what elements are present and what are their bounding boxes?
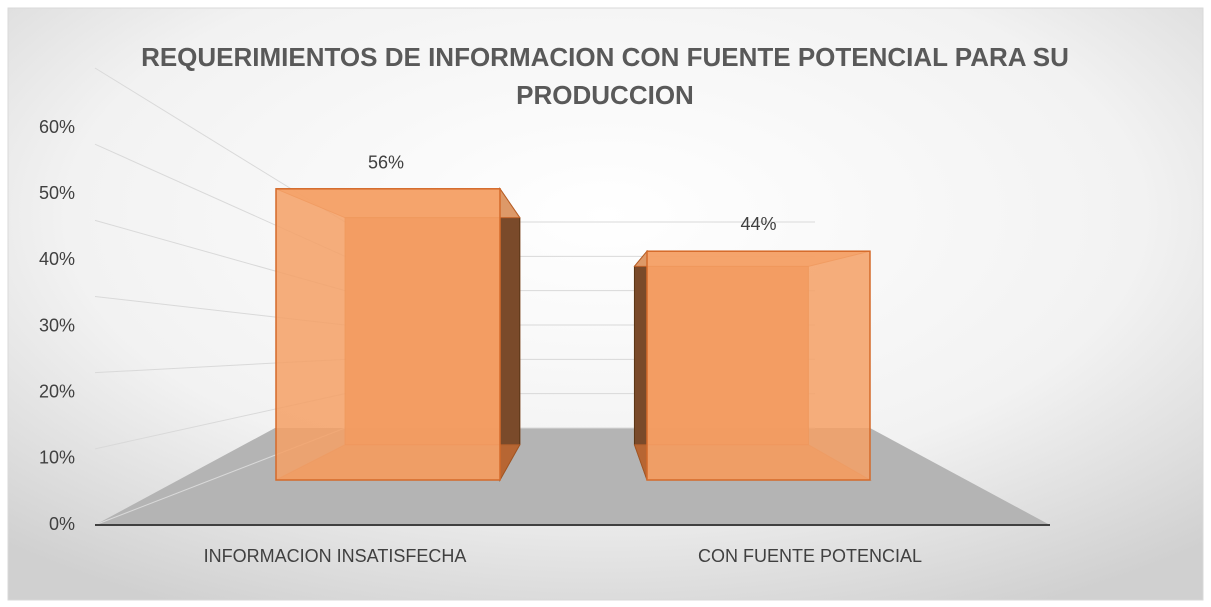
y-tick-label: 0% [49, 514, 75, 534]
bar [275, 188, 501, 481]
y-tick-label: 40% [39, 249, 75, 269]
value-label: 44% [740, 214, 776, 234]
bar [646, 250, 871, 481]
x-tick-label: CON FUENTE POTENCIAL [698, 546, 922, 566]
x-tick-label: INFORMACION INSATISFECHA [204, 546, 467, 566]
y-tick-label: 20% [39, 381, 75, 401]
y-tick-label: 60% [39, 117, 75, 137]
bar-side [499, 187, 521, 482]
y-tick-label: 10% [39, 448, 75, 468]
value-label: 56% [368, 153, 404, 173]
chart-title: REQUERIMIENTOS DE INFORMACION CON FUENTE… [141, 42, 1069, 110]
y-tick-label: 30% [39, 315, 75, 335]
y-tick-label: 50% [39, 183, 75, 203]
